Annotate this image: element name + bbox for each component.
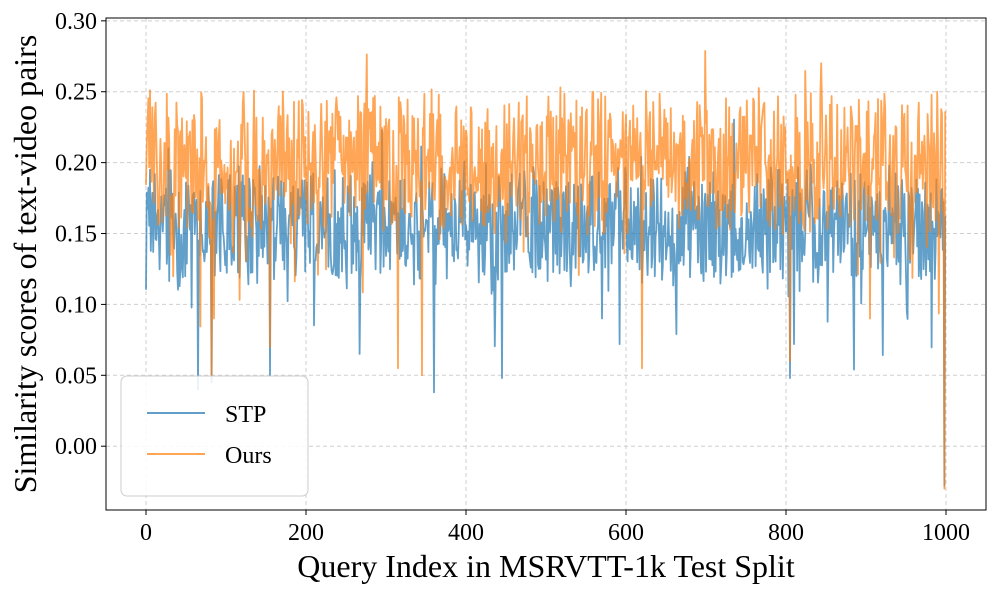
y-tick-label: 0.15 — [55, 222, 97, 248]
y-tick-label: 0.20 — [55, 151, 97, 177]
series-line-stp — [145, 118, 947, 487]
y-tick-label: 0.05 — [55, 363, 97, 389]
y-tick-label: 0.00 — [55, 434, 97, 460]
y-tick-label: 0.10 — [55, 292, 97, 318]
x-axis-ticks: 0 200 400 600 800 1000 — [140, 510, 970, 546]
x-tick-label: 400 — [448, 520, 484, 546]
legend-box — [120, 375, 309, 497]
x-axis-title: Query Index in MSRVTT-1k Test Split — [297, 548, 795, 584]
legend-label-stp: STP — [225, 402, 266, 428]
x-tick-label: 600 — [608, 520, 644, 546]
x-tick-label: 1000 — [922, 520, 970, 546]
x-tick-label: 0 — [140, 520, 152, 546]
series-line-ours — [145, 50, 947, 490]
y-tick-label: 0.30 — [55, 9, 97, 35]
y-axis-ticks: 0.00 0.05 0.10 0.15 0.20 0.25 0.30 — [55, 9, 106, 460]
series-layer — [145, 50, 947, 490]
x-tick-label: 800 — [768, 520, 804, 546]
legend-label-ours: Ours — [225, 443, 272, 469]
y-tick-label: 0.25 — [55, 80, 97, 106]
x-tick-label: 200 — [288, 520, 324, 546]
y-axis-title: Similarity scores of text-video pairs — [7, 35, 43, 494]
legend: STP Ours — [120, 375, 309, 497]
plot-frame — [105, 17, 987, 511]
